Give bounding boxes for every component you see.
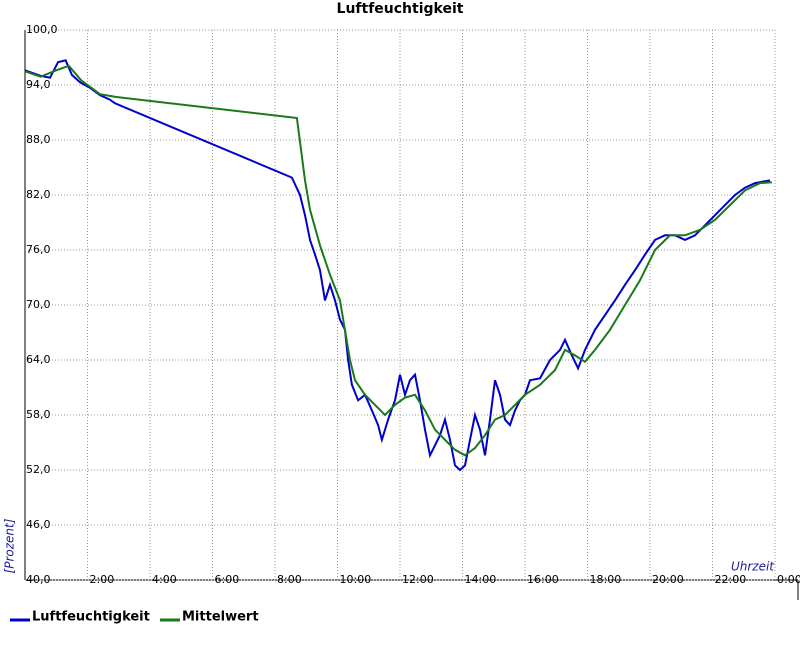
x-tick-label: 20:00 <box>652 573 684 586</box>
x-tick-label: 10:00 <box>340 573 372 586</box>
legend-label: Mittelwert <box>182 610 259 625</box>
y-tick-label: 82,0 <box>26 188 51 201</box>
x-tick-label: 4:00 <box>152 573 177 586</box>
x-tick-label: 12:00 <box>402 573 434 586</box>
y-tick-label: 40,0 <box>26 573 51 586</box>
legend-label: Luftfeuchtigkeit <box>32 610 150 625</box>
x-tick-label: 2:00 <box>90 573 115 586</box>
y-tick-label: 70,0 <box>26 298 51 311</box>
x-tick-label: 18:00 <box>590 573 622 586</box>
y-tick-label: 100,0 <box>26 23 58 36</box>
x-tick-label: 14:00 <box>465 573 497 586</box>
y-tick-label: 46,0 <box>26 518 51 531</box>
y-tick-label: 52,0 <box>26 463 51 476</box>
x-tick-label: 6:00 <box>215 573 240 586</box>
y-tick-label: 76,0 <box>26 243 51 256</box>
y-tick-label: 58,0 <box>26 408 51 421</box>
y-tick-label: 94,0 <box>26 78 51 91</box>
x-tick-label: 16:00 <box>527 573 559 586</box>
y-tick-label: 88,0 <box>26 133 51 146</box>
x-axis-label: Uhrzeit <box>731 560 775 574</box>
x-tick-label: 0:00 <box>777 573 800 586</box>
y-axis-label: [Prozent] <box>3 518 17 573</box>
chart-title: Luftfeuchtigkeit <box>337 1 464 17</box>
x-tick-label: 22:00 <box>715 573 747 586</box>
data-line <box>24 64 772 457</box>
data-line <box>24 59 771 472</box>
x-tick-label: 8:00 <box>277 573 302 586</box>
y-tick-label: 64,0 <box>26 353 51 366</box>
